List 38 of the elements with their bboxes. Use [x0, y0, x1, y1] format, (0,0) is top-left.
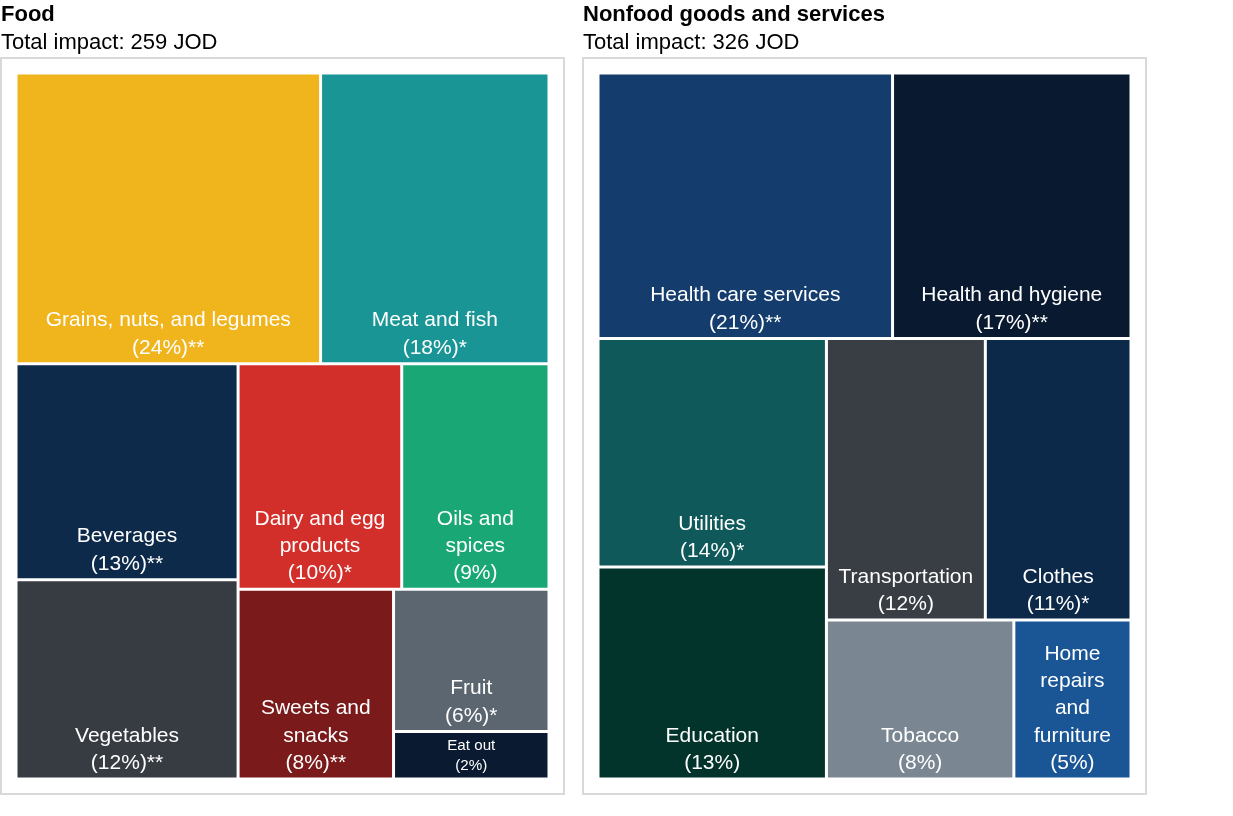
- data-label: (17%)**: [975, 309, 1048, 333]
- category-label: Eat out: [447, 736, 497, 754]
- category-label: Grains, nuts, and legumes: [45, 307, 291, 331]
- data-label: (12%): [877, 590, 934, 614]
- category-label: Clothes: [1022, 563, 1094, 587]
- text: Nonfood goods and services: [583, 1, 885, 26]
- category-label: Tobacco: [881, 722, 960, 746]
- data-label: (9%): [453, 560, 498, 584]
- category-label: Meat and fish: [371, 307, 498, 331]
- text: Total impact: 326 JOD: [583, 29, 800, 54]
- data-label: (5%): [1050, 750, 1095, 773]
- category-label: Oils and spices: [436, 505, 514, 556]
- data-label: (10%)*: [287, 560, 353, 584]
- category-label: Home repairs and furniture: [1033, 640, 1111, 746]
- data-label: (21%)**: [709, 309, 782, 333]
- data-label: (6%)*: [445, 702, 498, 726]
- data-label: (2%): [455, 756, 488, 773]
- category-label: Beverages: [76, 523, 178, 547]
- category-label: Education: [665, 722, 759, 746]
- data-label: (18%)*: [402, 334, 467, 358]
- data-label: (13%): [684, 750, 741, 773]
- text: Food: [1, 1, 55, 26]
- data-label: (12%)**: [90, 750, 164, 773]
- data-label: (11%)*: [1026, 590, 1090, 614]
- category-label: Fruit: [450, 675, 493, 699]
- category-label: Health care services: [650, 282, 841, 306]
- text: Total impact: 259 JOD: [1, 29, 218, 54]
- category-label: Sweets and snacks: [260, 695, 371, 746]
- category-label: Health and hygiene: [921, 282, 1103, 306]
- category-label: Utilities: [678, 510, 747, 534]
- data-label: (24%)**: [132, 334, 205, 358]
- category-label: Vegetables: [75, 722, 180, 746]
- category-label: Dairy and egg products: [254, 505, 386, 556]
- data-label: (14%)*: [680, 537, 745, 561]
- data-label: (8%)**: [285, 750, 347, 773]
- category-label: Transportation: [838, 563, 974, 587]
- data-label: (13%)**: [90, 550, 164, 574]
- data-label: (8%): [897, 750, 943, 773]
